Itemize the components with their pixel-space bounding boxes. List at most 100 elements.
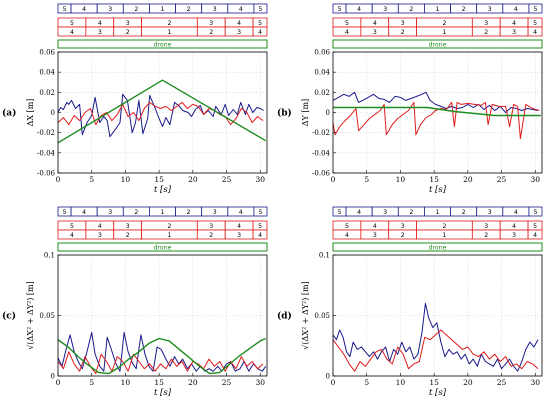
blue-row-label: 1 xyxy=(161,6,165,13)
blue-row-label: 4 xyxy=(239,209,243,216)
x-tick-label: 0 xyxy=(331,378,336,387)
grid xyxy=(332,51,542,174)
x-tick-label: 30 xyxy=(255,175,265,184)
x-tick-label: 5 xyxy=(364,175,369,184)
red-row-bottom-label: 4 xyxy=(533,29,537,36)
y-tick-label: 0.06 xyxy=(39,49,55,57)
y-axis-label: ΔX [m] xyxy=(26,99,35,127)
red-row-top-label: 3 xyxy=(209,20,213,27)
red-row-bottom-label: 3 xyxy=(512,232,516,239)
red-row-bottom-label: 1 xyxy=(442,29,446,36)
red-row-top-label: 5 xyxy=(345,20,349,27)
red-row-bottom-label: 4 xyxy=(70,29,74,36)
green-bar-label: drone xyxy=(154,245,172,252)
red-row-bottom-label: 2 xyxy=(209,232,213,239)
green-bar xyxy=(332,242,543,252)
red-row-bottom-label: 1 xyxy=(167,29,171,36)
blue-row-label: 3 xyxy=(213,6,217,13)
red-row-bottom-label: 3 xyxy=(98,232,102,239)
y-tick-label: -0.02 xyxy=(37,129,55,137)
panel-label: (d) xyxy=(277,311,292,322)
red-row-bottom-cell xyxy=(252,229,268,240)
red-row-bottom-label: 2 xyxy=(126,29,130,36)
blue-row-label: 4 xyxy=(82,6,86,13)
blue-row-cell xyxy=(253,3,268,14)
red-row-bottom-label: 1 xyxy=(167,232,171,239)
green-bar-label: drone xyxy=(429,245,447,252)
red-row-top-label: 5 xyxy=(533,20,537,27)
red-row-top-label: 3 xyxy=(484,223,488,230)
y-tick-label: -0.04 xyxy=(37,149,55,157)
x-tick-label: 15 xyxy=(429,175,439,184)
red-row-bottom-label: 2 xyxy=(126,232,130,239)
blue-row-label: 5 xyxy=(63,209,67,216)
x-tick-label: 5 xyxy=(89,378,94,387)
red-row-bottom-label: 2 xyxy=(209,29,213,36)
blue-row-label: 5 xyxy=(534,209,538,216)
y-tick-label: 0.1 xyxy=(319,252,330,260)
red-row-top-label: 2 xyxy=(442,223,446,230)
red-row-top-label: 5 xyxy=(345,223,349,230)
blue-row-label: 2 xyxy=(187,209,191,216)
blue-row-label: 4 xyxy=(357,6,361,13)
y-tick-label: 0 xyxy=(326,373,330,381)
red-row-top-label: 4 xyxy=(373,20,377,27)
red-row-bottom-cell xyxy=(527,229,543,240)
x-tick-label: 10 xyxy=(396,378,406,387)
series-group xyxy=(58,331,267,375)
green-series-line xyxy=(58,79,267,144)
x-tick-label: 20 xyxy=(188,378,198,387)
x-tick-label: 0 xyxy=(331,175,336,184)
y-tick-label: 0 xyxy=(51,109,55,117)
blue-row-label: 2 xyxy=(462,209,466,216)
red-row-top-label: 4 xyxy=(237,20,241,27)
red-row-bottom-label: 2 xyxy=(401,29,405,36)
x-tick-label: 30 xyxy=(530,378,540,387)
red-row-top-label: 5 xyxy=(258,223,262,230)
panel-label: (a) xyxy=(2,108,16,119)
red-row-top-label: 5 xyxy=(70,223,74,230)
red-row-bottom-cell xyxy=(527,26,543,37)
y-tick-label: 0.04 xyxy=(314,69,330,77)
y-tick-label: 0.1 xyxy=(44,252,55,260)
x-tick-label: 15 xyxy=(429,378,439,387)
x-tick-label: 20 xyxy=(188,175,198,184)
y-tick-label: 0.02 xyxy=(314,89,330,97)
y-tick-label: -0.06 xyxy=(37,170,55,178)
red-row-bottom-label: 4 xyxy=(258,232,262,239)
red-row-bottom-label: 1 xyxy=(442,232,446,239)
blue-row-label: 2 xyxy=(134,6,138,13)
blue-row-label: 5 xyxy=(338,6,342,13)
y-axis-label: √(ΔX² + ΔY²) [m] xyxy=(301,281,310,349)
blue-row-label: 4 xyxy=(514,6,518,13)
y-tick-label: 0.02 xyxy=(39,89,55,97)
red-row-top-label: 3 xyxy=(484,20,488,27)
red-row-bottom-label: 3 xyxy=(98,29,102,36)
x-tick-label: 5 xyxy=(364,378,369,387)
red-row-top-label: 5 xyxy=(258,20,262,27)
y-axis-label: √(ΔX² + ΔY²) [m] xyxy=(26,281,35,349)
series-group xyxy=(333,302,539,372)
y-tick-label: -0.06 xyxy=(312,170,330,178)
blue-row-label: 4 xyxy=(82,209,86,216)
y-tick-label: 0 xyxy=(51,373,55,381)
blue-row-label: 3 xyxy=(213,209,217,216)
red-row-top-label: 5 xyxy=(70,20,74,27)
y-tick-label: 0.05 xyxy=(39,312,55,320)
series-group xyxy=(333,91,541,140)
red-row-bottom-label: 2 xyxy=(401,232,405,239)
x-tick-label: 25 xyxy=(497,378,507,387)
blue-row-label: 2 xyxy=(409,209,413,216)
green-bar-label: drone xyxy=(429,42,447,49)
red-series-line xyxy=(58,101,264,126)
grid xyxy=(332,254,542,377)
blue-row-label: 5 xyxy=(63,6,67,13)
green-bar-label: drone xyxy=(154,42,172,49)
x-tick-label: 10 xyxy=(121,378,131,387)
blue-series-line xyxy=(58,93,264,138)
blue-row-label: 3 xyxy=(108,209,112,216)
